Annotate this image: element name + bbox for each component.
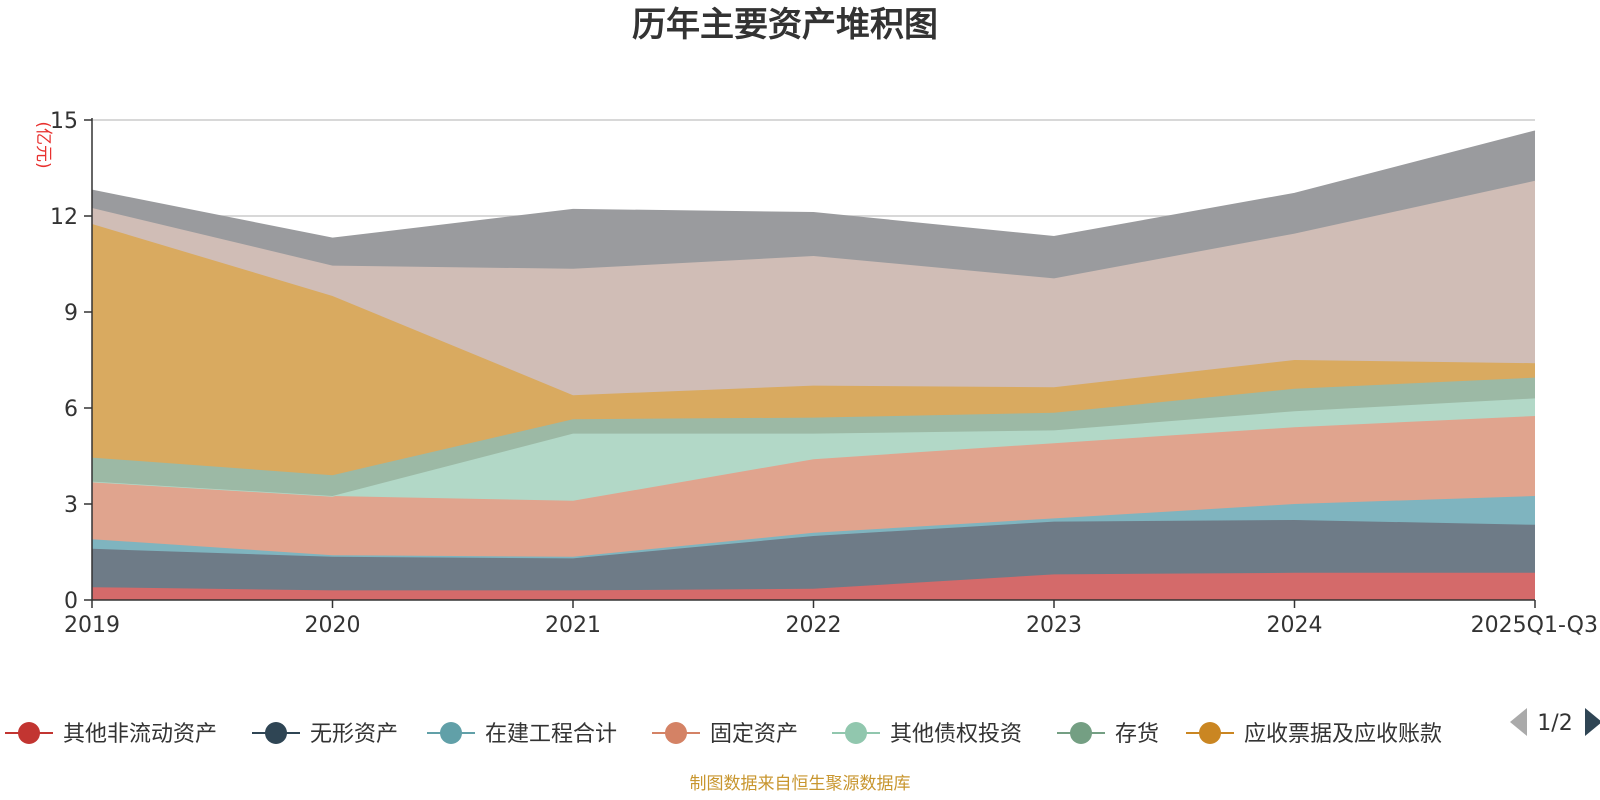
area-series-2	[92, 520, 1535, 591]
y-tick-label: 3	[64, 493, 78, 518]
axes: 0 3 6 9 12 15 2019 2020 2021 2022 2023 2024 2025Q1-Q…	[50, 109, 1598, 638]
x-tick-label: 2024	[1267, 613, 1323, 638]
legend-item-5[interactable]: 其他债权投资	[832, 722, 1022, 747]
y-tick-label: 9	[64, 301, 78, 326]
x-tick-label: 2025Q1-Q3	[1471, 613, 1598, 638]
legend-marker	[845, 722, 867, 744]
legend-item-7[interactable]: 应收票据及应收账款	[1186, 722, 1442, 747]
legend-label: 应收票据及应收账款	[1244, 722, 1442, 747]
legend-marker	[440, 722, 462, 744]
legend-marker	[18, 722, 40, 744]
area-series-4	[92, 416, 1535, 557]
legend-label: 其他债权投资	[890, 722, 1022, 747]
legend-item-4[interactable]: 固定资产	[652, 722, 798, 747]
area-series	[91, 130, 1536, 600]
y-tick-label: 0	[64, 589, 78, 614]
area-series-9	[92, 131, 1535, 279]
legend-label: 在建工程合计	[485, 722, 617, 747]
legend-item-2[interactable]: 无形资产	[252, 722, 398, 747]
x-tick-label: 2021	[545, 613, 601, 638]
area-series-1	[92, 572, 1535, 600]
x-tick-label: 2022	[786, 613, 842, 638]
y-tick-label: 15	[50, 109, 78, 134]
legend-label: 其他非流动资产	[63, 722, 217, 747]
legend-prev-icon[interactable]	[1510, 708, 1527, 736]
legend-pager[interactable]: 1/2	[1510, 708, 1600, 736]
legend-marker	[265, 722, 287, 744]
legend-next-icon[interactable]	[1585, 708, 1600, 736]
area-series-5	[92, 398, 1535, 501]
legend-page: 1/2	[1537, 711, 1572, 736]
legend-label: 无形资产	[310, 722, 398, 747]
y-unit-label: (亿元)	[33, 121, 53, 168]
y-tick-label: 12	[50, 205, 78, 230]
legend-item-1[interactable]: 其他非流动资产	[5, 722, 217, 747]
area-series-7	[92, 224, 1535, 476]
legend-label: 固定资产	[710, 722, 798, 747]
chart-title: 历年主要资产堆积图	[632, 5, 938, 45]
area-series-8	[92, 180, 1535, 396]
area-series-6	[92, 377, 1535, 496]
legend[interactable]: 其他非流动资产 无形资产 在建工程合计 固定资产 其他债权投资 存货 应收票据及应收账款	[5, 722, 1442, 747]
legend-label: 存货	[1115, 722, 1159, 747]
legend-marker	[1199, 722, 1221, 744]
legend-marker	[665, 722, 687, 744]
legend-marker	[1070, 722, 1092, 744]
x-tick-label: 2020	[305, 613, 361, 638]
legend-item-3[interactable]: 在建工程合计	[427, 722, 617, 747]
x-tick-label: 2023	[1026, 613, 1082, 638]
source-note: 制图数据来自恒生聚源数据库	[690, 774, 911, 794]
legend-item-6[interactable]: 存货	[1057, 722, 1159, 747]
x-tick-label: 2019	[64, 613, 120, 638]
area-edge-9	[91, 130, 1536, 240]
y-tick-label: 6	[64, 397, 78, 422]
